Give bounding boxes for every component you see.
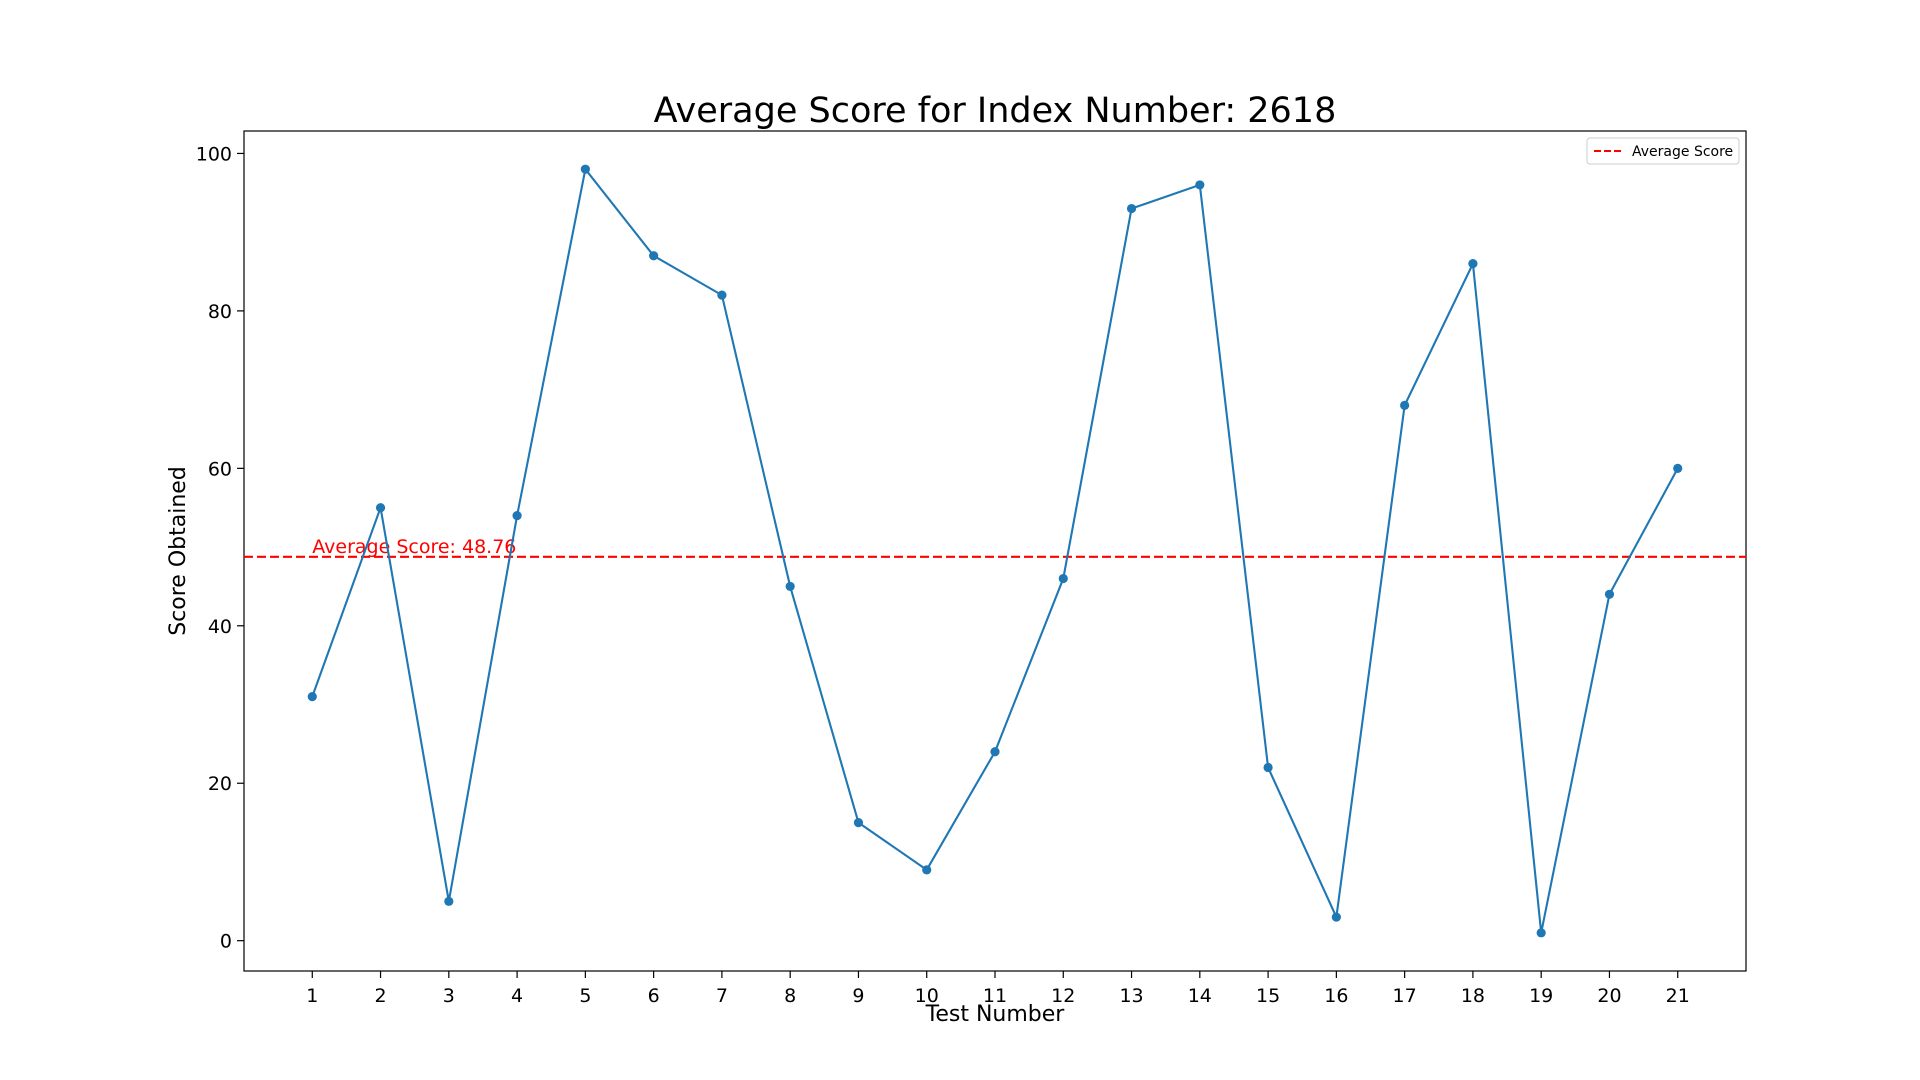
chart-title: Average Score for Index Number: 2618 <box>654 91 1337 131</box>
data-point <box>649 251 659 261</box>
y-tick-label: 20 <box>208 773 232 795</box>
data-point <box>1468 259 1478 269</box>
x-tick-label: 11 <box>983 985 1007 1007</box>
x-tick-label: 3 <box>443 985 455 1007</box>
data-point <box>785 581 795 592</box>
data-point <box>1673 463 1683 473</box>
data-point <box>853 818 864 828</box>
x-tick-label: 10 <box>915 985 939 1007</box>
x-tick-label: 15 <box>1256 985 1280 1007</box>
x-tick-label: 20 <box>1597 985 1621 1007</box>
x-axis-label: Test Number <box>925 1002 1066 1027</box>
plot-area-frame <box>243 130 1747 972</box>
data-point <box>580 164 590 174</box>
y-tick-label: 40 <box>208 616 232 638</box>
data-point <box>1263 762 1273 773</box>
legend-box <box>1586 137 1740 165</box>
x-tick-label: 1 <box>306 985 318 1007</box>
data-point <box>1331 912 1341 922</box>
data-point <box>1058 573 1068 584</box>
score-data-points <box>307 164 1683 938</box>
data-point <box>922 865 932 875</box>
x-tick-label: 14 <box>1188 985 1212 1007</box>
y-tick-label: 0 <box>220 931 232 953</box>
data-point <box>1126 203 1137 214</box>
x-tick-label: 13 <box>1119 985 1143 1007</box>
data-point <box>307 692 317 702</box>
data-point <box>1195 180 1205 190</box>
y-axis-label: Score Obtained <box>166 466 191 636</box>
y-tick-label: 60 <box>208 458 232 480</box>
x-tick-label: 17 <box>1393 985 1417 1007</box>
average-score-annotation: Average Score: 48.76 <box>312 536 516 558</box>
data-point <box>444 896 454 906</box>
x-tick-label: 4 <box>511 985 523 1007</box>
y-tick-label: 80 <box>208 301 232 323</box>
data-point <box>512 510 522 521</box>
y-axis: 0 20 40 60 80 100 <box>196 143 244 953</box>
x-tick-label: 21 <box>1666 985 1690 1007</box>
data-point <box>717 290 727 300</box>
x-tick-label: 7 <box>716 985 728 1007</box>
x-tick-label: 16 <box>1324 985 1348 1007</box>
x-tick-label: 18 <box>1461 985 1485 1007</box>
data-point <box>1604 589 1615 599</box>
x-tick-label: 5 <box>579 985 591 1007</box>
x-tick-label: 8 <box>784 985 796 1007</box>
legend: Average Score <box>1586 137 1740 165</box>
x-tick-label: 6 <box>648 985 660 1007</box>
data-point <box>990 747 1000 757</box>
data-point <box>375 503 386 513</box>
x-axis: 1 2 3 4 5 6 7 8 9 10 11 12 13 14 15 16 17 18 19 20 21 <box>306 971 1690 1007</box>
x-tick-label: 12 <box>1051 985 1075 1007</box>
legend-label-average-score: Average Score <box>1632 144 1733 160</box>
data-point <box>1400 400 1410 410</box>
x-tick-label: 2 <box>374 985 386 1007</box>
x-tick-label: 9 <box>852 985 864 1007</box>
y-tick-label: 100 <box>196 143 232 165</box>
x-tick-label: 19 <box>1529 985 1553 1007</box>
data-point <box>1536 928 1546 938</box>
